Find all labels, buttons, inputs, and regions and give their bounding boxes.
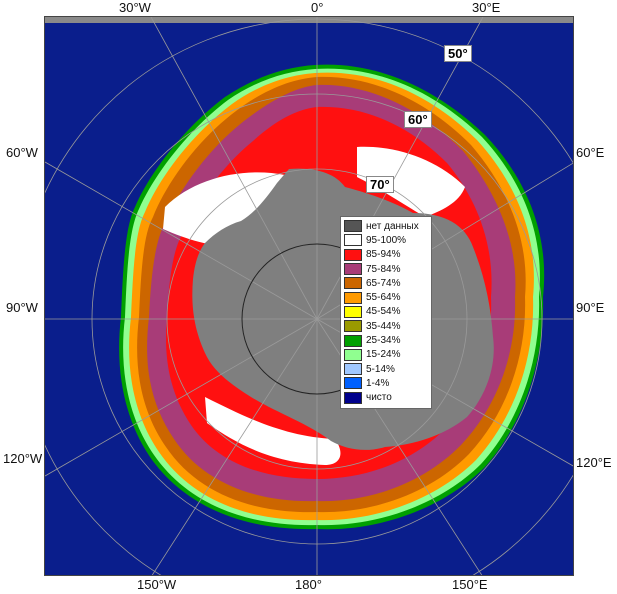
legend-swatch <box>344 363 362 376</box>
legend-swatch <box>344 263 362 276</box>
lon-label-30e-top: 30°E <box>472 0 501 15</box>
lon-label-120e: 120°E <box>576 455 612 470</box>
legend-item: 15-24% <box>344 348 429 362</box>
lon-label-180: 180° <box>295 577 322 592</box>
legend-label: 15-24% <box>366 349 401 361</box>
legend-item: 55-64% <box>344 290 429 304</box>
ice-white-east <box>357 146 465 217</box>
legend-item: 75-84% <box>344 262 429 276</box>
legend-item: нет данных <box>344 219 429 233</box>
legend-swatch <box>344 377 362 390</box>
legend-swatch <box>344 348 362 361</box>
lat-label-60: 60° <box>404 111 432 128</box>
lon-label-0: 0° <box>311 0 324 15</box>
legend-item: 5-14% <box>344 362 429 376</box>
lon-label-120w: 120°W <box>3 451 43 466</box>
legend-item: 65-74% <box>344 276 429 290</box>
legend-item: 85-94% <box>344 248 429 262</box>
lon-label-90w: 90°W <box>6 300 38 315</box>
lon-label-60w: 60°W <box>6 145 38 160</box>
lat-label-70: 70° <box>366 176 394 193</box>
lon-label-150w: 150°W <box>137 577 177 592</box>
lon-label-150e: 150°E <box>452 577 488 592</box>
legend-swatch <box>344 291 362 304</box>
legend-item: 45-54% <box>344 305 429 319</box>
legend-label: 75-84% <box>366 263 401 275</box>
legend-label: 65-74% <box>366 277 401 289</box>
legend-item: 25-34% <box>344 333 429 347</box>
legend-swatch <box>344 234 362 247</box>
legend-label: 95-100% <box>366 234 407 246</box>
legend-label: нет данных <box>366 220 419 232</box>
legend-item: 95-100% <box>344 233 429 247</box>
ice-white-west <box>163 172 285 247</box>
lat-label-50: 50° <box>444 45 472 62</box>
legend-swatch <box>344 334 362 347</box>
legend-label: 25-34% <box>366 335 401 347</box>
legend-label: 85-94% <box>366 249 401 261</box>
sea-ice-map <box>44 16 574 576</box>
legend-label: 55-64% <box>366 292 401 304</box>
legend-label: 45-54% <box>366 306 401 318</box>
map-canvas <box>45 17 573 575</box>
legend-item: 1-4% <box>344 376 429 390</box>
legend-swatch <box>344 320 362 333</box>
legend-swatch <box>344 305 362 318</box>
legend-label: чисто <box>366 392 392 404</box>
legend-swatch <box>344 277 362 290</box>
legend-label: 1-4% <box>366 377 390 389</box>
lon-label-60e: 60°E <box>576 145 605 160</box>
legend-swatch <box>344 220 362 233</box>
legend-label: 5-14% <box>366 363 395 375</box>
lon-label-30w-top: 30°W <box>119 0 151 15</box>
ice-white-south <box>205 397 341 465</box>
legend-swatch <box>344 391 362 404</box>
legend-swatch <box>344 248 362 261</box>
lon-label-90e: 90°E <box>576 300 605 315</box>
land-top <box>45 17 573 23</box>
legend: нет данных 95-100% 85-94% 75-84% 65-74% 55-64… <box>340 216 432 409</box>
legend-item: чисто <box>344 391 429 405</box>
legend-label: 35-44% <box>366 320 401 332</box>
legend-item: 35-44% <box>344 319 429 333</box>
